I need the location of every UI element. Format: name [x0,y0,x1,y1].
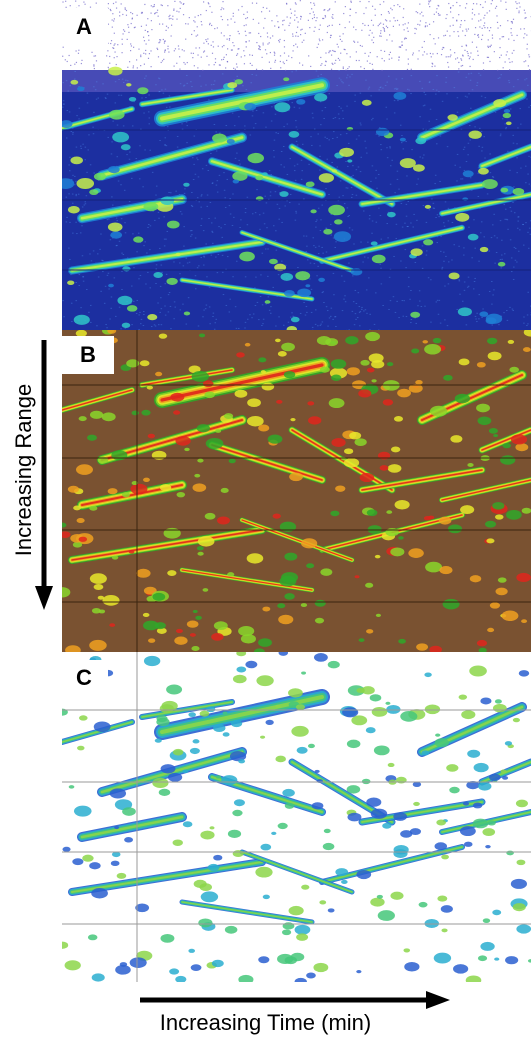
panel-c-label-box [62,660,108,698]
range-arrow-icon [35,340,53,610]
echogram-c-image [62,652,531,982]
echogram-panel-b [62,330,531,652]
time-arrow-icon [140,991,450,1009]
echogram-panel-c [62,652,531,982]
time-axis-label: Increasing Time (min) [159,1010,372,1035]
echogram-b-image [62,330,531,652]
echogram-panel-a [62,0,531,330]
echogram-a-image [62,0,531,330]
panel-b-label-box [62,336,114,374]
range-axis-label: Increasing Range [11,383,36,557]
panel-a-label: A [76,14,92,39]
panel-a-label-box [62,8,108,46]
panel-b-label: B [80,342,96,367]
panel-c-label: C [76,665,92,690]
